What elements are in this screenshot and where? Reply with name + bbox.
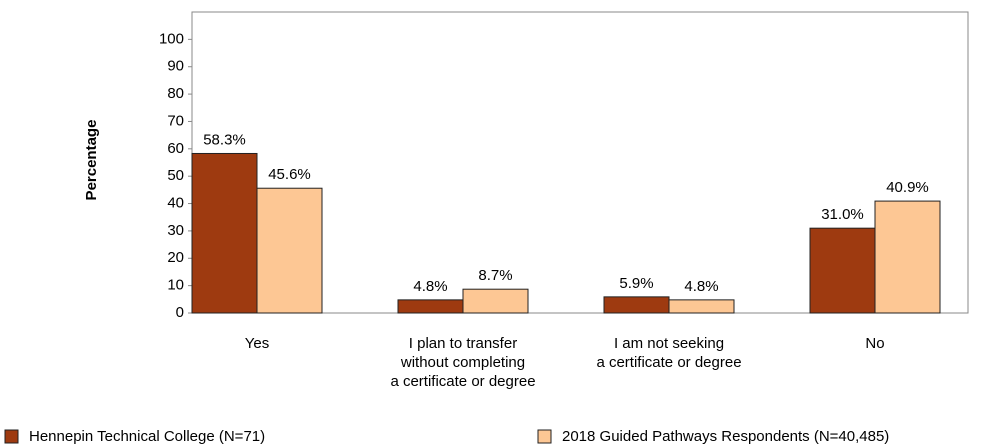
bar — [462, 288, 529, 314]
y-tick-label: 100 — [159, 30, 184, 47]
bar — [874, 200, 941, 314]
y-tick-label: 90 — [167, 58, 184, 75]
data-label: 8.7% — [478, 267, 512, 284]
bar — [668, 299, 735, 314]
y-axis-label: Percentage — [83, 120, 100, 201]
data-label: 5.9% — [619, 275, 653, 292]
bar — [603, 296, 670, 314]
legend-swatch — [537, 429, 552, 444]
y-tick-label: 70 — [167, 112, 184, 129]
data-label: 31.0% — [821, 206, 864, 223]
data-label: 58.3% — [203, 131, 246, 148]
y-tick-label: 10 — [167, 277, 184, 294]
data-label: 4.8% — [684, 278, 718, 295]
x-tick-label: No — [865, 335, 885, 352]
legend-swatch — [4, 429, 19, 444]
x-tick-label: I am not seeking a certificate or degree — [596, 335, 742, 371]
y-tick-label: 20 — [167, 249, 184, 266]
y-tick-label: 40 — [167, 195, 184, 212]
bar — [191, 152, 258, 314]
x-tick-label: Yes — [244, 335, 270, 352]
data-label: 4.8% — [413, 278, 447, 295]
data-label: 40.9% — [886, 179, 929, 196]
y-tick-label: 30 — [167, 222, 184, 239]
bar — [397, 299, 464, 314]
legend-label: Hennepin Technical College (N=71) — [29, 428, 265, 444]
legend-label: 2018 Guided Pathways Respondents (N=40,4… — [562, 428, 889, 444]
bar — [809, 227, 876, 314]
y-tick-label: 60 — [167, 140, 184, 157]
y-tick-label: 80 — [167, 85, 184, 102]
bar — [256, 187, 323, 314]
y-tick-label: 0 — [176, 304, 184, 321]
y-tick-label: 50 — [167, 167, 184, 184]
x-tick-label: I plan to transfer without completing a … — [390, 335, 536, 390]
data-label: 45.6% — [268, 166, 311, 183]
